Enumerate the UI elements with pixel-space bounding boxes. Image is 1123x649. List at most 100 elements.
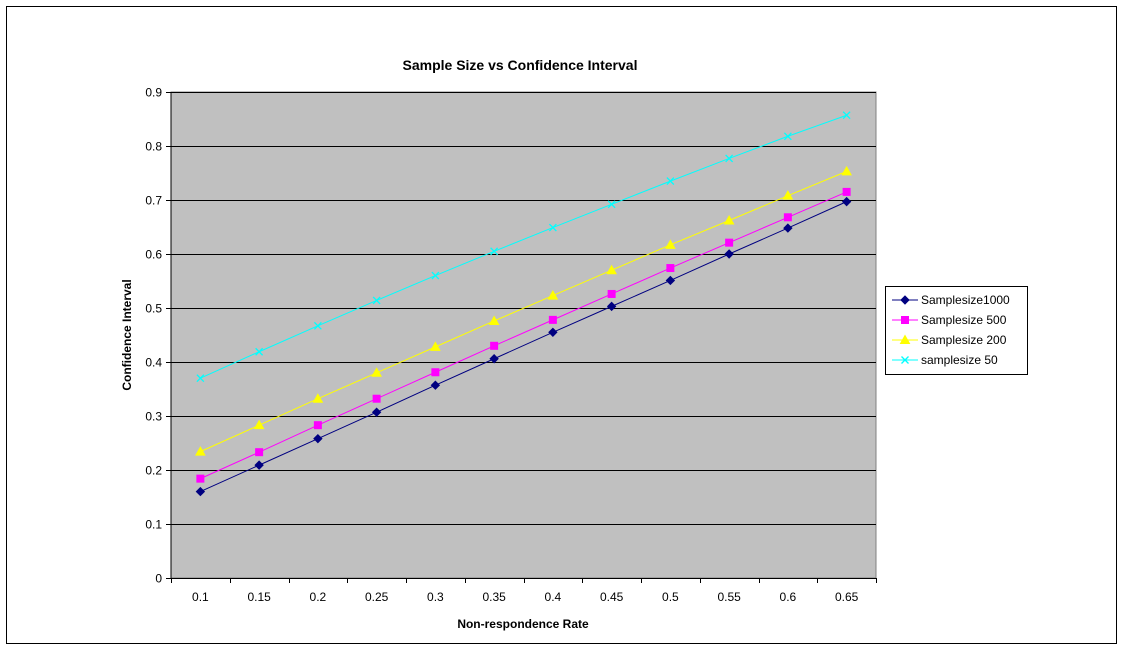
x-tick-label: 0.6	[780, 590, 797, 604]
data-point-square	[607, 289, 616, 298]
data-point-triangle	[899, 334, 911, 344]
data-point-square	[666, 264, 675, 273]
data-point-square	[490, 341, 499, 350]
data-point-x	[607, 200, 616, 209]
data-point-triangle	[195, 446, 206, 456]
legend-item: Samplesize 200	[892, 333, 1007, 347]
chart-title: Sample Size vs Confidence Interval	[403, 57, 638, 73]
data-point-diamond	[665, 275, 676, 286]
data-point-diamond	[841, 196, 852, 207]
x-tick-label: 0.15	[247, 590, 271, 604]
data-point-triangle	[723, 215, 735, 225]
y-tick-label: 0.5	[145, 302, 162, 316]
data-point-diamond	[254, 460, 264, 470]
x-axis: 0.1 0.15 0.2 0.25 0.3 0.35 0.4 0.45 0.5 0.55 0.6 0.…	[171, 578, 877, 604]
x-tick-label: 0.4	[545, 590, 562, 604]
data-point-triangle	[547, 290, 559, 300]
data-point-square	[842, 187, 851, 196]
y-tick-label: 0.8	[145, 140, 162, 154]
x-tick-label: 0.25	[365, 590, 389, 604]
series-lines	[195, 111, 852, 497]
data-point-triangle	[665, 239, 676, 249]
legend-item: Samplesize1000	[892, 293, 1010, 307]
data-point-triangle	[371, 367, 382, 377]
y-axis-title: Confidence Interval	[120, 279, 134, 390]
legend-label: samplesize 50	[921, 353, 998, 367]
data-point-square	[255, 448, 264, 457]
legend-label: Samplesize 500	[921, 313, 1007, 327]
data-point-square	[196, 474, 205, 483]
series-2	[195, 165, 852, 456]
series-line	[200, 114, 847, 379]
legend: Samplesize1000 Samplesize 500 Samplesize 2…	[885, 286, 1028, 375]
data-point-x	[842, 111, 851, 120]
data-point-x	[255, 347, 264, 356]
series-line	[200, 170, 847, 453]
data-point-diamond	[371, 407, 382, 417]
series-1	[196, 187, 851, 483]
data-point-triangle	[430, 341, 441, 351]
x-tick-label: 0.1	[192, 590, 209, 604]
data-point-diamond	[195, 486, 206, 497]
data-point-x	[725, 154, 734, 163]
y-tick-label: 0.7	[145, 194, 162, 208]
data-point-square	[372, 394, 381, 403]
data-point-triangle	[253, 419, 265, 430]
data-point-diamond	[900, 295, 910, 305]
data-point-square	[783, 213, 792, 222]
data-point-diamond	[489, 354, 499, 364]
data-point-x	[490, 247, 499, 256]
series-line	[200, 191, 847, 480]
y-axis: 0 0.1 0.2 0.3 0.4 0.5 0.6 0.7 0.8 0.9	[145, 86, 172, 586]
data-point-triangle	[606, 264, 617, 275]
series-3	[196, 111, 851, 383]
legend-item: samplesize 50	[892, 353, 998, 367]
plot-area	[170, 91, 877, 579]
x-tick-label: 0.2	[310, 590, 327, 604]
x-axis-title: Non-respondence Rate	[457, 617, 589, 631]
legend-item: Samplesize 500	[892, 313, 1007, 327]
legend-label: Samplesize1000	[921, 293, 1010, 307]
data-point-diamond	[313, 433, 323, 444]
data-point-triangle	[488, 315, 500, 325]
data-point-x	[196, 374, 205, 383]
data-point-diamond	[606, 301, 617, 312]
data-point-x	[901, 356, 909, 364]
data-point-diamond	[548, 327, 558, 338]
data-point-x	[313, 321, 322, 330]
y-tick-label: 0.9	[145, 86, 162, 100]
y-tick-label: 0.1	[145, 518, 162, 532]
y-tick-label: 0.3	[145, 410, 162, 424]
data-point-square	[548, 315, 557, 324]
data-point-square	[431, 368, 440, 377]
data-point-square	[313, 421, 322, 430]
data-point-square	[725, 238, 734, 247]
data-point-square	[901, 316, 909, 324]
x-tick-label: 0.45	[600, 590, 624, 604]
gridlines	[171, 92, 876, 525]
y-tick-label: 0.4	[145, 356, 162, 370]
series-0	[195, 196, 852, 497]
series-line	[200, 201, 847, 493]
data-point-x	[783, 132, 792, 141]
y-tick-label: 0.6	[145, 248, 162, 262]
data-point-diamond	[724, 249, 734, 259]
data-point-triangle	[312, 393, 324, 403]
data-point-x	[666, 177, 675, 186]
data-point-x	[372, 296, 381, 305]
data-point-triangle	[782, 190, 794, 200]
y-tick-label: 0	[155, 572, 162, 586]
data-point-triangle	[841, 165, 852, 176]
y-tick-label: 0.2	[145, 464, 162, 478]
data-point-x	[548, 223, 557, 232]
data-point-diamond	[783, 223, 793, 233]
legend-label: Samplesize 200	[921, 333, 1007, 347]
data-point-diamond	[430, 380, 441, 390]
x-tick-label: 0.35	[482, 590, 506, 604]
x-tick-label: 0.5	[662, 590, 679, 604]
x-tick-label: 0.65	[835, 590, 859, 604]
x-tick-label: 0.3	[427, 590, 444, 604]
data-point-x	[431, 271, 440, 280]
